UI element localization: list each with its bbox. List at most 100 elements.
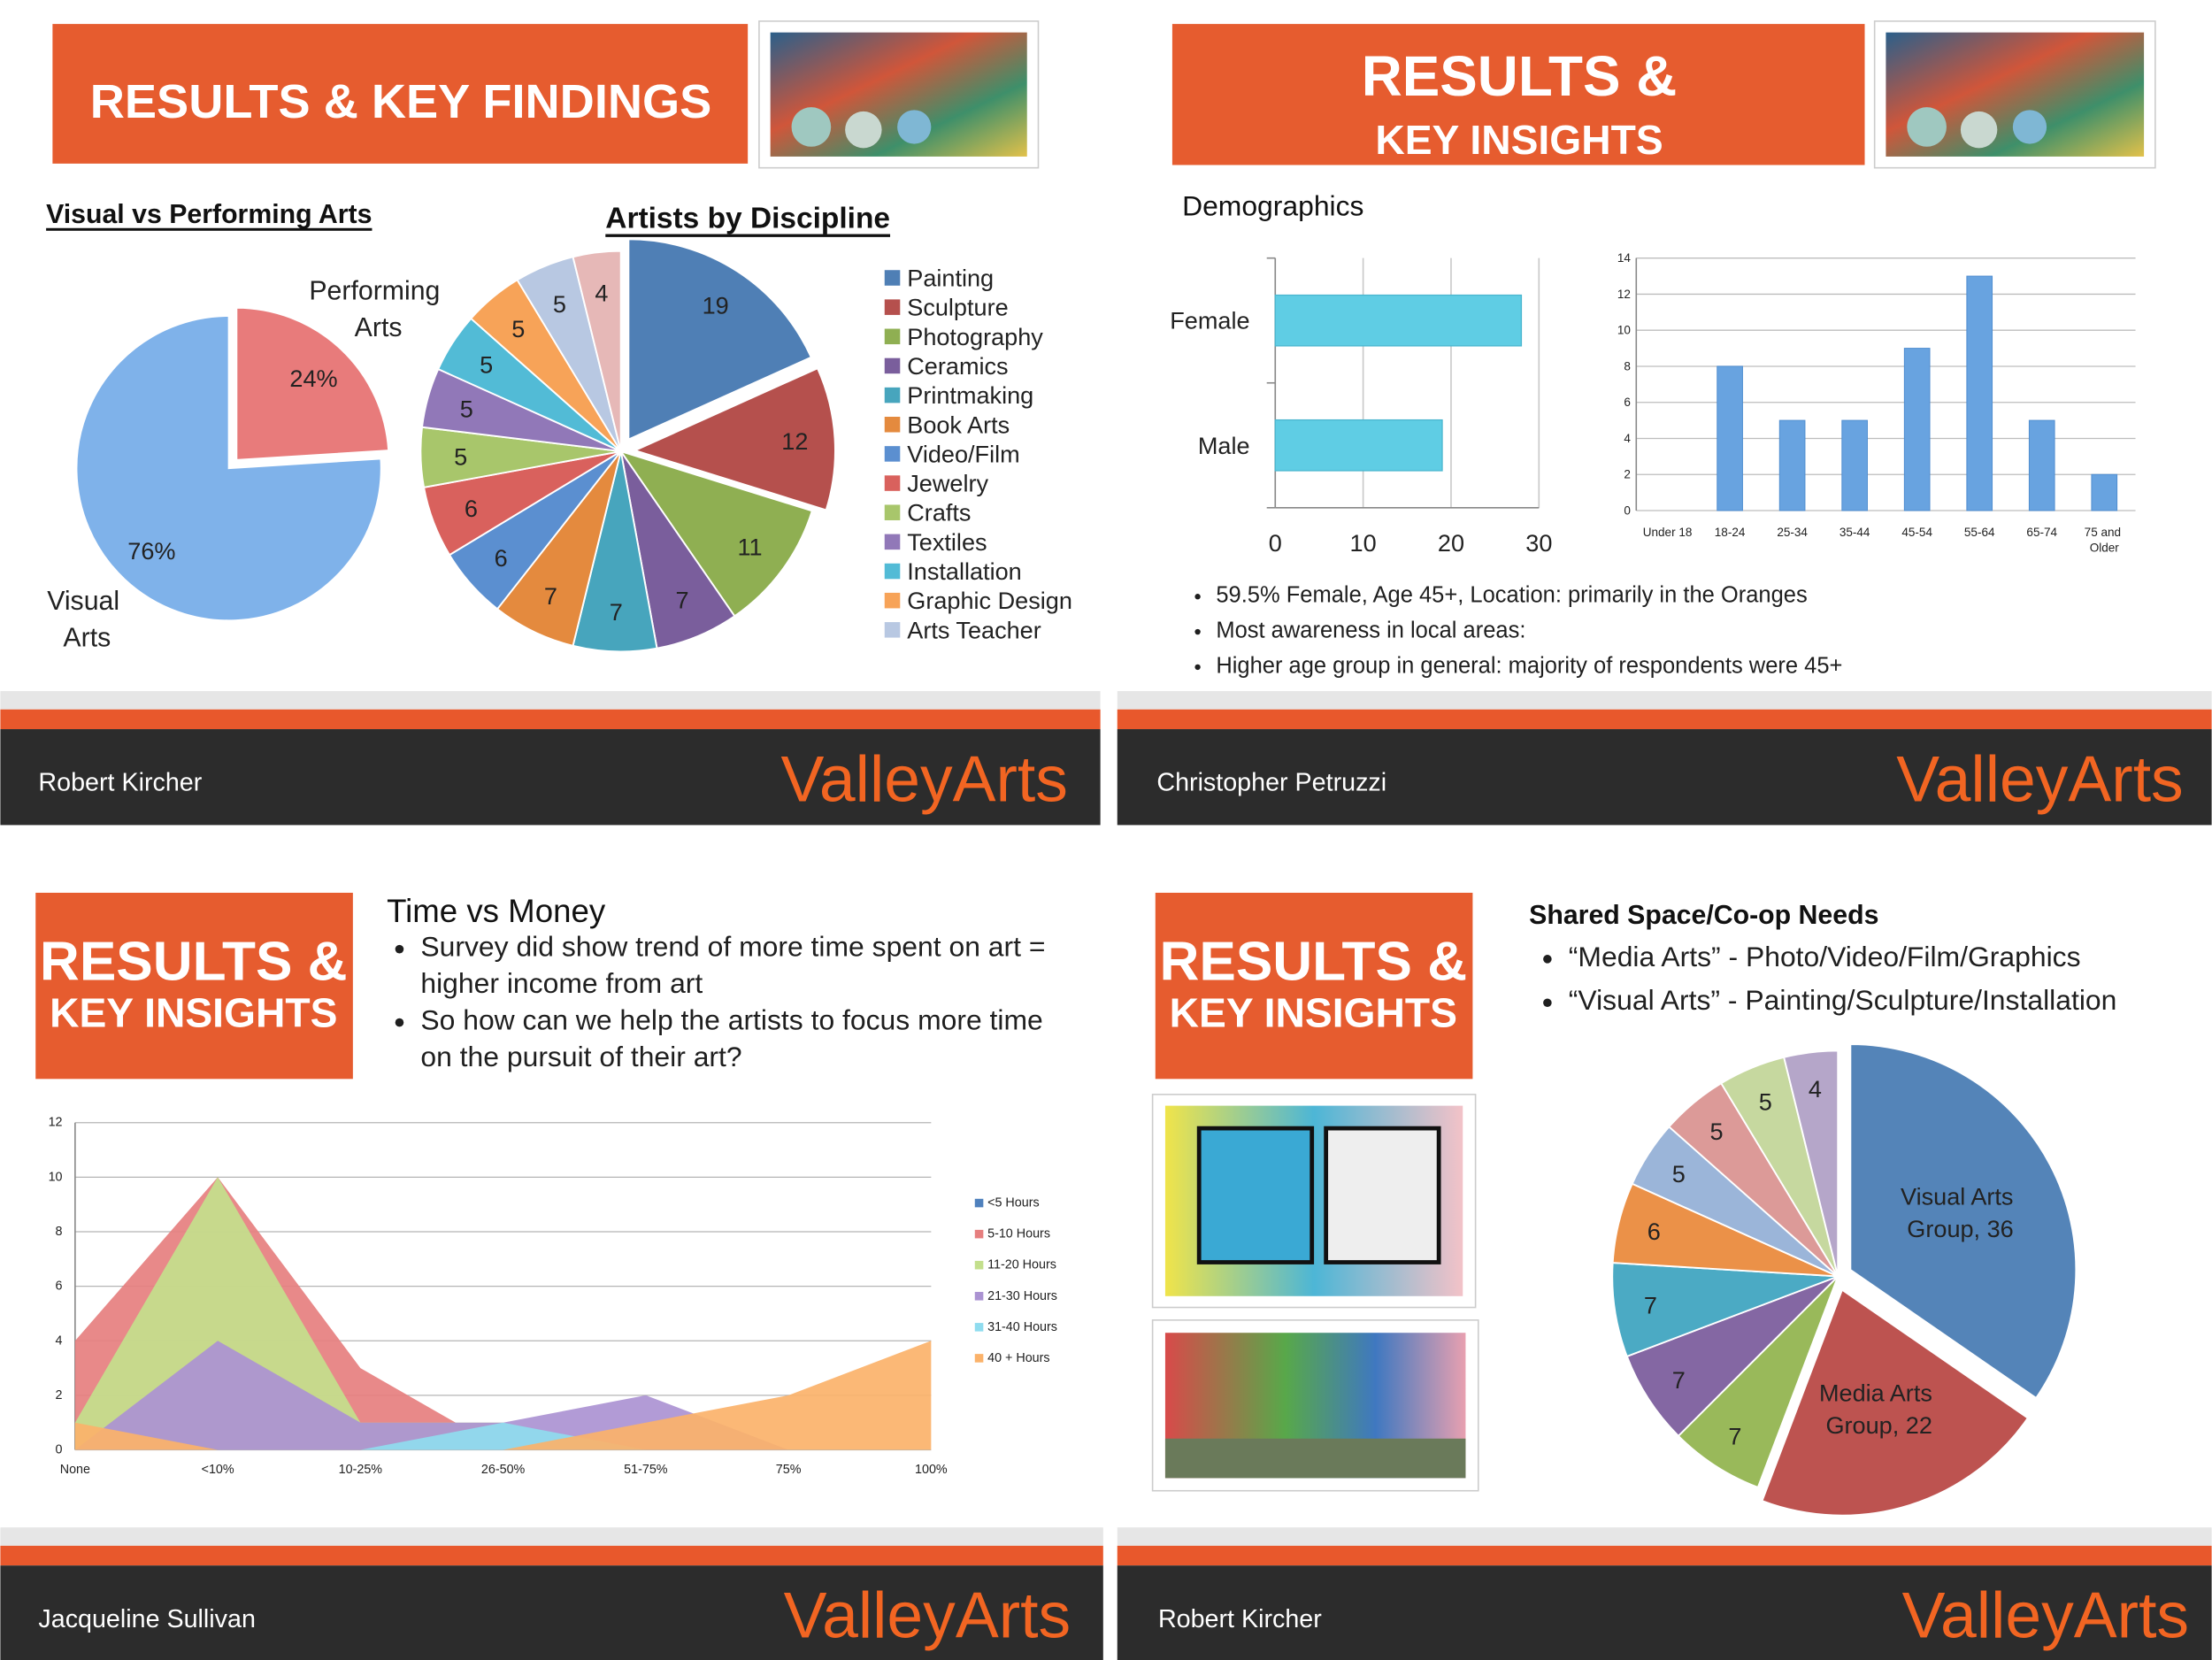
photo-detail [1324,1126,1441,1264]
y-tick-label: 10 [49,1170,63,1184]
y-tick-label: 12 [49,1116,63,1130]
pie-slice [1761,1288,2030,1517]
legend-swatch [884,270,901,286]
bar [1778,419,1806,511]
legend-label: 31-40 Hours [987,1320,1057,1334]
data-label: 6 [1647,1218,1661,1245]
y-tick-label: 12 [1617,288,1631,301]
legend-label: Book Arts [907,411,1010,438]
footer-stripe [1117,709,2212,730]
footer-strip [0,691,1101,710]
x-tick-label: 0 [1269,529,1282,557]
data-label: 24% [289,365,337,392]
pie-slice [618,450,813,618]
logo: ValleyArts [784,1579,1071,1651]
legend-swatch [884,504,901,520]
legend-label: <5 Hours [987,1196,1040,1210]
footer-strip [1117,1527,2212,1546]
x-tick-label: 18-24 [1715,525,1746,538]
x-tick-label: <10% [202,1463,234,1477]
legend-label: Textiles [907,528,987,556]
legend-label: 40 + Hours [987,1351,1050,1365]
data-label: 5 [1672,1160,1686,1187]
x-tick-label: 35-44 [1839,525,1870,538]
slide: RESULTS & KEY FINDINGS Robert Kircher Va… [0,0,1101,826]
footer-strip [0,1527,1103,1546]
pie-slice [75,315,382,622]
presenter: Robert Kircher [38,769,202,797]
x-tick-label: 55-64 [1964,525,1995,538]
footer-stripe [1117,1545,2212,1566]
data-label: 5 [460,395,473,422]
bullet-list: Survey did show trend of more time spent… [379,929,1070,1084]
bullet: So how can we help the artists to focus … [420,1003,1069,1076]
category-label: Performing Arts [309,276,447,342]
legend-swatch [884,534,901,550]
y-tick-label: 2 [1624,468,1631,481]
legend-swatch [974,1260,984,1270]
data-label: 11 [737,533,762,560]
pie-slice [1677,1275,1839,1489]
x-tick-label: 10 [1350,529,1377,557]
x-tick-label: 51-75% [624,1463,668,1477]
x-tick-label: 45-54 [1901,525,1932,538]
legend-swatch [884,328,901,345]
data-label: 5 [480,350,493,378]
y-tick-label: 0 [56,1443,63,1457]
footer [1117,1565,2212,1660]
data-label: 76% [127,537,175,565]
legend-swatch [884,622,901,638]
legend-swatch [974,1354,984,1363]
bullet: Higher age group in general: majority of… [1216,649,2203,684]
bullet-list: 59.5% Female, Age 45+, Location: primari… [1174,578,2204,691]
legend-swatch [974,1323,984,1332]
legend-label: Graphic Design [907,587,1072,614]
pie-slice [632,366,836,511]
title-box [35,892,353,1080]
data-label: 7 [610,598,623,626]
data-label: 4 [1809,1074,1822,1102]
bar [1903,348,1931,511]
chart-title: Artists by Discipline [605,203,890,235]
data-label: 7 [544,581,557,609]
y-tick-label: 0 [1624,503,1631,517]
pie-slice [1849,1043,2078,1400]
bullet: Most awareness in local areas: [1216,613,2203,649]
slide-title: KEY INSIGHTS [1375,117,1663,163]
photo-detail [897,110,932,144]
category-label: Male [1198,432,1250,459]
slide-title: RESULTS & [40,932,348,993]
pie-slice [235,306,390,461]
data-label: 5 [511,314,525,342]
legend-swatch [884,446,901,462]
data-label: 7 [1672,1365,1686,1393]
slide-title: RESULTS & [1362,44,1678,108]
title-box [1171,24,1865,165]
heading: Shared Space/Co-op Needs [1529,901,1878,930]
y-tick-label: 6 [56,1280,63,1294]
legend-swatch [884,387,901,403]
data-label: 5 [1759,1087,1772,1115]
x-tick-label: None [60,1463,90,1477]
data-label: Visual Arts Group, 36 [1901,1182,2020,1242]
presenter: Christopher Petruzzi [1156,769,1386,797]
footer-stripe [0,1545,1103,1566]
logo: ValleyArts [1902,1579,2190,1651]
y-tick-label: 8 [56,1225,63,1239]
pie-slice [1611,1262,1839,1358]
bar [1841,419,1868,511]
legend-label: Sculpture [907,294,1008,321]
legend-swatch [974,1198,984,1208]
x-tick-label: 10-25% [339,1463,383,1477]
footer [1117,729,2212,826]
x-tick-label: 75 and Older [2085,525,2124,554]
legend-swatch [974,1229,984,1239]
photo-detail [1164,1438,1466,1479]
pie-slice [1625,1275,1839,1438]
bar [1274,294,1523,347]
presenter: Robert Kircher [1158,1605,1322,1633]
title-box [52,24,749,164]
photo-detail [2012,110,2047,144]
x-tick-label: 25-34 [1777,525,1808,538]
